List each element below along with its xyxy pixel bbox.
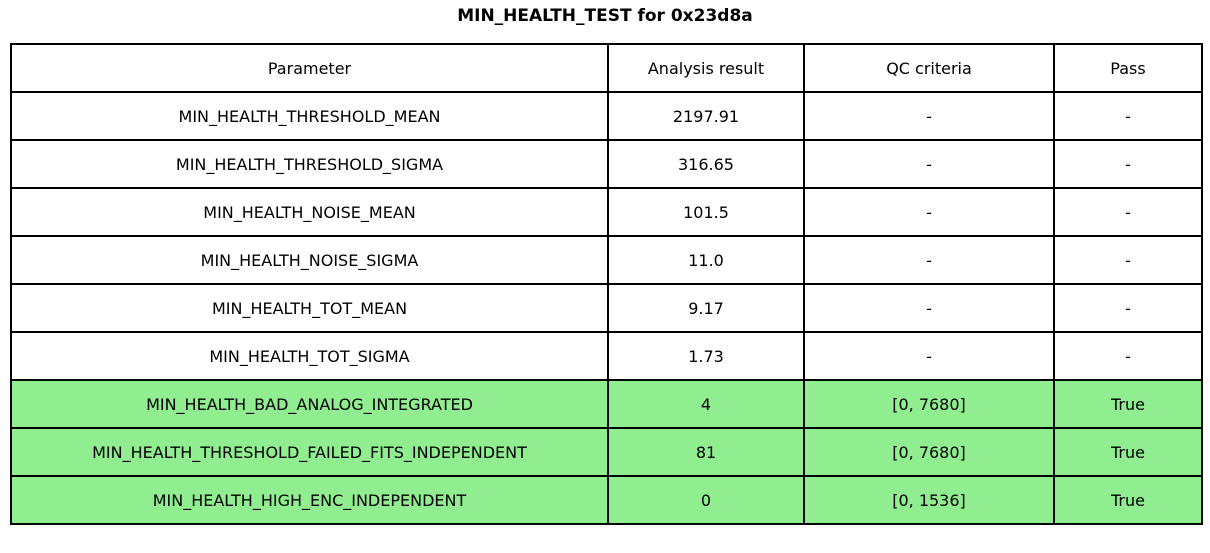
cell-pass: True [1053,379,1203,429]
table-body: MIN_HEALTH_THRESHOLD_MEAN 2197.91- - MIN_HE… [10,91,1203,525]
cell-pass: - [1053,235,1203,285]
cell-qc-criteria: - [803,235,1055,285]
table-row: MIN_HEALTH_TOT_MEAN 9.17- - [10,283,1203,333]
cell-pass: - [1053,187,1203,237]
column-header-analysis-result: Analysis result [607,43,805,93]
cell-parameter: MIN_HEALTH_THRESHOLD_SIGMA [10,139,609,189]
cell-analysis-result: 9.17 [607,283,805,333]
cell-qc-criteria: [0, 1536] [803,475,1055,525]
cell-analysis-result: 2197.91 [607,91,805,141]
table-row: MIN_HEALTH_HIGH_ENC_INDEPENDENT 0 [0, 1536… [10,475,1203,525]
cell-pass: - [1053,91,1203,141]
cell-qc-criteria: - [803,91,1055,141]
table-row: MIN_HEALTH_BAD_ANALOG_INTEGRATED 4 [0, 768… [10,379,1203,429]
cell-parameter: MIN_HEALTH_TOT_SIGMA [10,331,609,381]
cell-pass: True [1053,475,1203,525]
cell-analysis-result: 11.0 [607,235,805,285]
table-row: MIN_HEALTH_THRESHOLD_MEAN 2197.91- - [10,91,1203,141]
cell-qc-criteria: [0, 7680] [803,427,1055,477]
cell-pass: True [1053,427,1203,477]
cell-parameter: MIN_HEALTH_BAD_ANALOG_INTEGRATED [10,379,609,429]
table-row: MIN_HEALTH_NOISE_SIGMA 11.0- - [10,235,1203,285]
cell-parameter: MIN_HEALTH_THRESHOLD_FAILED_FITS_INDEPEN… [10,427,609,477]
table-row: MIN_HEALTH_NOISE_MEAN 101.5- - [10,187,1203,237]
column-header-pass: Pass [1053,43,1203,93]
page-title: MIN_HEALTH_TEST for 0x23d8a [457,6,753,26]
qc-results-table: Parameter Analysis result QC criteria Pa… [10,43,1203,525]
cell-pass: - [1053,331,1203,381]
cell-parameter: MIN_HEALTH_TOT_MEAN [10,283,609,333]
cell-pass: - [1053,283,1203,333]
column-header-qc-criteria: QC criteria [803,43,1055,93]
cell-analysis-result: 101.5 [607,187,805,237]
table-row: MIN_HEALTH_THRESHOLD_FAILED_FITS_INDEPEN… [10,427,1203,477]
cell-analysis-result: 4 [607,379,805,429]
column-header-parameter: Parameter [10,43,609,93]
table-row: MIN_HEALTH_TOT_SIGMA 1.73- - [10,331,1203,381]
cell-parameter: MIN_HEALTH_NOISE_SIGMA [10,235,609,285]
cell-pass: - [1053,139,1203,189]
table-row: MIN_HEALTH_THRESHOLD_SIGMA 316.65- - [10,139,1203,189]
cell-qc-criteria: - [803,139,1055,189]
cell-qc-criteria: [0, 7680] [803,379,1055,429]
table-header-row: Parameter Analysis result QC criteria Pa… [10,43,1203,93]
cell-qc-criteria: - [803,283,1055,333]
cell-analysis-result: 316.65 [607,139,805,189]
cell-qc-criteria: - [803,187,1055,237]
cell-analysis-result: 81 [607,427,805,477]
cell-parameter: MIN_HEALTH_NOISE_MEAN [10,187,609,237]
cell-qc-criteria: - [803,331,1055,381]
cell-analysis-result: 1.73 [607,331,805,381]
cell-analysis-result: 0 [607,475,805,525]
cell-parameter: MIN_HEALTH_HIGH_ENC_INDEPENDENT [10,475,609,525]
cell-parameter: MIN_HEALTH_THRESHOLD_MEAN [10,91,609,141]
